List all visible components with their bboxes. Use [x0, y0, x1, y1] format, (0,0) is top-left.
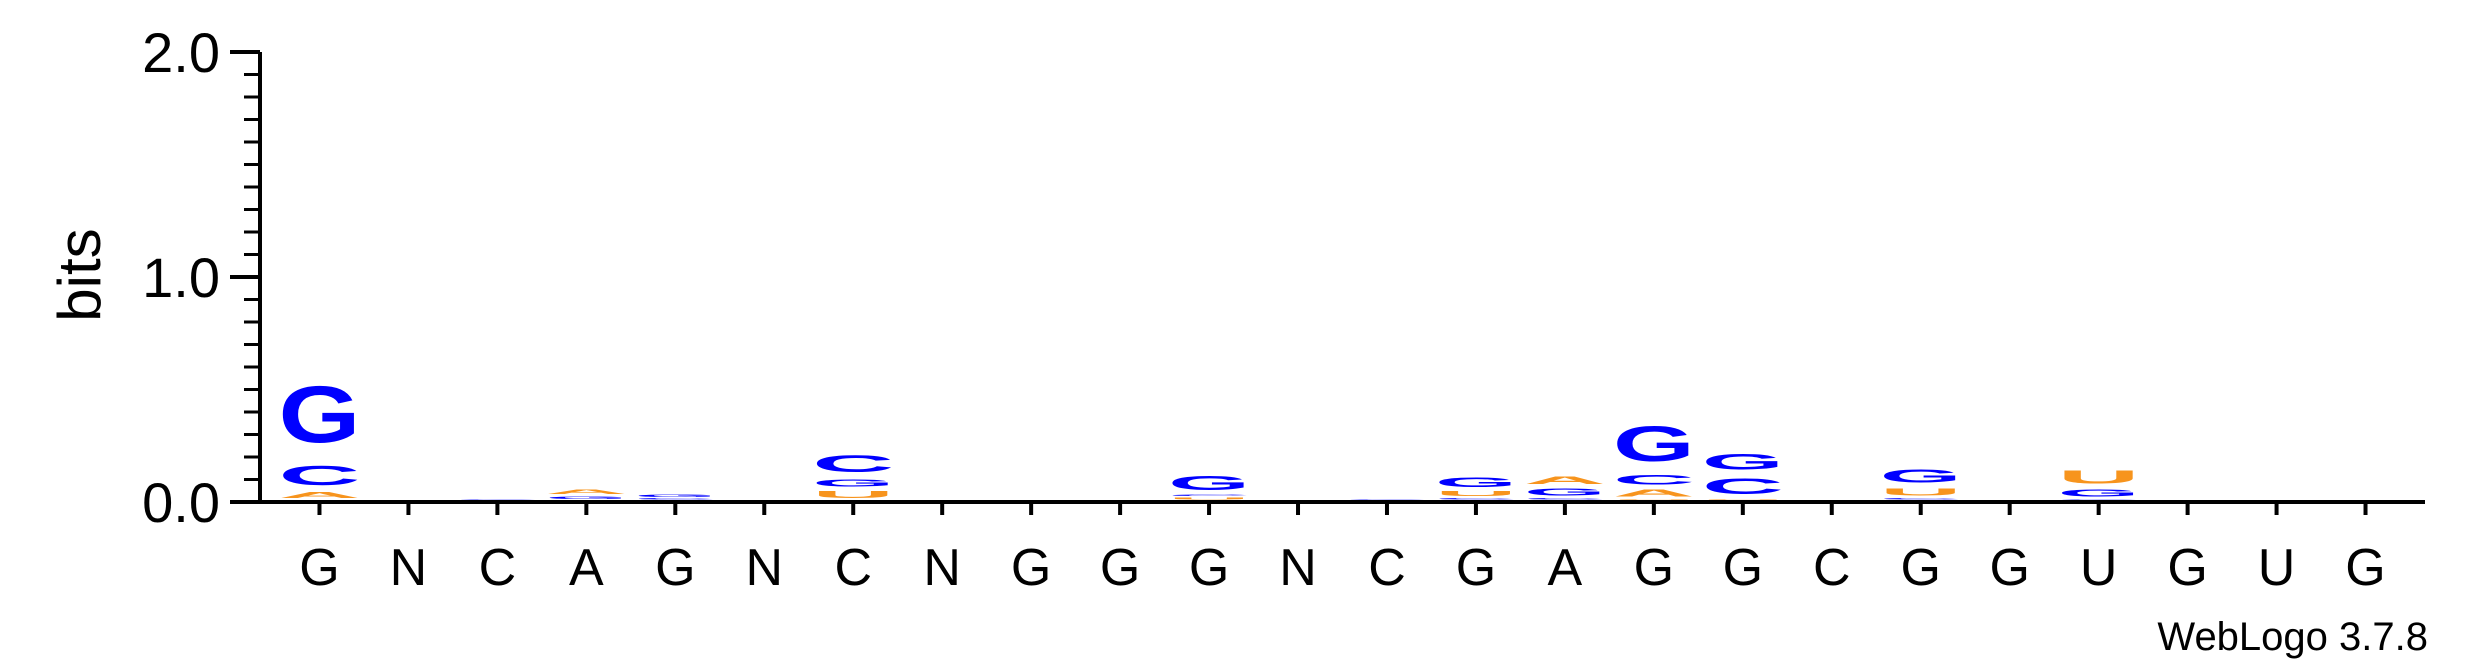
x-tick-label: G [1100, 539, 1140, 597]
logo-letter-U: U [812, 489, 894, 500]
logo-letter-C: C [278, 459, 360, 491]
x-tick-label: C [1368, 539, 1406, 597]
logo-letter-G: G [1613, 416, 1695, 472]
x-tick-label: G [2167, 539, 2207, 597]
x-tick-label: N [1279, 539, 1317, 597]
x-tick-label: N [745, 539, 783, 597]
logo-letter-A: A [278, 491, 360, 500]
x-tick-label: N [390, 539, 428, 597]
logo-letter-A: A [1613, 488, 1695, 499]
logo-letter-G: G [1435, 474, 1517, 490]
logo-letter-C: C [456, 499, 538, 500]
logo-letter-A: A [545, 489, 627, 496]
logo-letter-C: C [1346, 499, 1428, 500]
x-tick-label: U [2080, 539, 2118, 597]
logo-letter-C: C [1880, 498, 1962, 500]
logo-letter-C: C [1168, 494, 1250, 496]
y-tick-label: 1.0 [142, 246, 220, 309]
x-tick-label: C [834, 539, 872, 597]
logo-letter-U: U [1880, 487, 1962, 498]
x-tick-label: G [2345, 539, 2385, 597]
x-tick-label: G [299, 539, 339, 597]
logo-letter-G: G [1168, 472, 1250, 495]
x-tick-label: C [479, 539, 517, 597]
logo-letter-U: U [1168, 497, 1250, 500]
logo-letter-C: C [1613, 472, 1695, 488]
x-tick-label: G [1989, 539, 2029, 597]
logo-letter-C: C [1702, 474, 1784, 499]
logo-letter-U: U [1613, 499, 1695, 500]
x-tick-label: A [569, 539, 604, 597]
x-tick-label: G [1901, 539, 1941, 597]
logo-letter-U: U [1702, 499, 1784, 500]
logo-letter-G: G [1880, 467, 1962, 487]
y-tick-label: 2.0 [142, 21, 220, 84]
logo-letter-C: C [634, 498, 716, 500]
x-tick-label: G [1634, 539, 1674, 597]
logo-letter-G: G [278, 369, 360, 459]
y-tick-label: 0.0 [142, 471, 220, 534]
x-tick-label: G [1189, 539, 1229, 597]
logo-letter-G: G [1702, 450, 1784, 475]
logo-letter-U: U [1435, 490, 1517, 498]
logo-letter-G: G [812, 477, 894, 488]
x-tick-label: A [1548, 539, 1583, 597]
logo-letter-C: C [1524, 498, 1606, 500]
x-tick-label: N [923, 539, 961, 597]
logo-letter-G: G [545, 495, 627, 500]
logo-letter-C: C [2058, 499, 2140, 500]
logo-letter-C: C [812, 451, 894, 478]
y-axis: 0.0 1.0 2.0 [142, 21, 262, 534]
logo-letter-U: U [2058, 467, 2140, 487]
x-tick-label: C [1813, 539, 1851, 597]
y-axis-label: bits [46, 228, 113, 321]
x-tick-label: G [1011, 539, 1051, 597]
x-tick-label: G [1456, 539, 1496, 597]
logo-letter-C: C [1435, 498, 1517, 500]
x-tick-label: G [655, 539, 695, 597]
x-tick-label: U [2258, 539, 2296, 597]
logo-letter-G: G [1524, 486, 1606, 497]
logo-letter-A: A [1524, 474, 1606, 486]
weblogo-credit: WebLogo 3.7.8 [2157, 615, 2428, 659]
logo-letter-G: G [2058, 488, 2140, 499]
x-tick-label: G [1723, 539, 1763, 597]
logo-letter-G: G [634, 494, 716, 498]
